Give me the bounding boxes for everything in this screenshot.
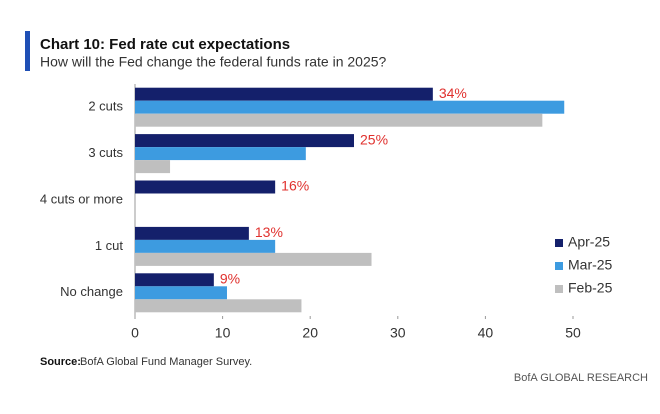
bar: [135, 273, 214, 287]
data-label: 13%: [255, 224, 283, 240]
source-label: Source:: [40, 356, 81, 368]
bar: [135, 180, 276, 194]
data-label: 34%: [439, 85, 467, 101]
bar: [135, 147, 306, 161]
bar: [135, 87, 433, 101]
bar: [135, 252, 372, 266]
x-tick-label: 50: [565, 325, 581, 341]
chart-title: Chart 10: Fed rate cut expectations: [40, 36, 290, 53]
bar: [135, 113, 543, 127]
chart-subtitle: How will the Fed change the federal fund…: [40, 54, 387, 70]
bar: [135, 160, 171, 174]
data-label: 16%: [281, 178, 309, 194]
legend-swatch: [555, 239, 563, 247]
y-tick-label: 3 cuts: [88, 145, 123, 160]
legend-label: Feb-25: [568, 280, 613, 296]
legend-label: Apr-25: [568, 234, 610, 250]
y-tick-label: 1 cut: [95, 238, 124, 253]
legend-label: Mar-25: [568, 257, 613, 273]
bar: [135, 226, 249, 240]
data-label: 9%: [220, 271, 240, 287]
bar: [135, 239, 276, 253]
source: BofA Global Fund Manager Survey.: [80, 356, 252, 368]
bar: [135, 100, 565, 114]
title-accent: [25, 31, 30, 71]
y-tick-label: 4 cuts or more: [40, 191, 123, 206]
y-tick-label: 2 cuts: [88, 99, 123, 114]
data-label: 25%: [360, 131, 388, 147]
x-tick-label: 40: [478, 325, 494, 341]
x-tick-label: 10: [215, 325, 231, 341]
x-tick-label: 30: [390, 325, 406, 341]
bar: [135, 299, 302, 313]
x-tick-label: 0: [131, 325, 139, 341]
x-tick-label: 20: [302, 325, 318, 341]
legend-swatch: [555, 285, 563, 293]
bar: [135, 286, 227, 300]
legend-swatch: [555, 262, 563, 270]
y-tick-label: No change: [60, 284, 123, 299]
footer: BofA GLOBAL RESEARCH: [514, 372, 648, 384]
bar: [135, 134, 354, 148]
